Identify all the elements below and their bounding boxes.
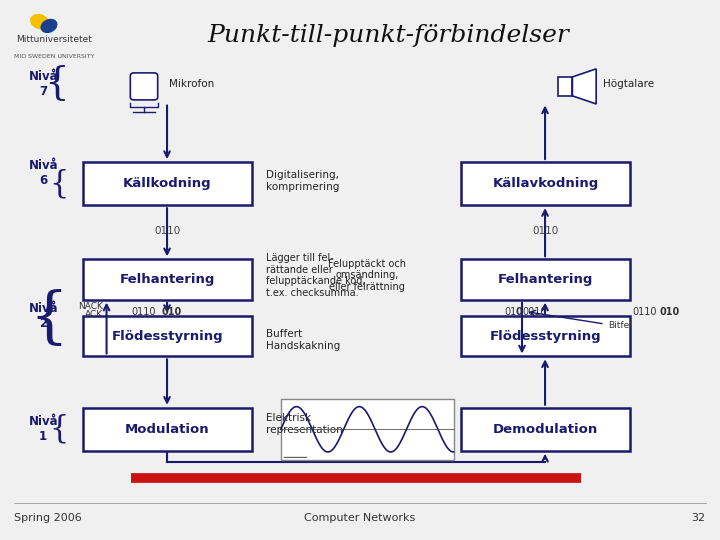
- Text: Felhantering: Felhantering: [120, 273, 215, 286]
- Polygon shape: [572, 69, 596, 104]
- Text: Nivå
7: Nivå 7: [28, 70, 58, 98]
- Text: 0110: 0110: [131, 307, 156, 316]
- Text: Felhantering: Felhantering: [498, 273, 593, 286]
- Text: 0110: 0110: [632, 307, 657, 316]
- Text: 0110: 0110: [532, 226, 558, 235]
- Text: {: {: [30, 288, 68, 349]
- Text: Nivå
2: Nivå 2: [28, 302, 58, 330]
- Ellipse shape: [30, 14, 49, 29]
- Text: NACK: NACK: [78, 302, 103, 311]
- Text: 0010: 0010: [523, 307, 547, 316]
- Text: Demodulation: Demodulation: [492, 423, 598, 436]
- Text: Flödesstyrning: Flödesstyrning: [112, 329, 223, 343]
- Text: Högtalare: Högtalare: [603, 79, 654, 89]
- Text: {: {: [49, 414, 68, 445]
- Bar: [83, 259, 252, 300]
- Bar: [461, 408, 630, 451]
- Text: Mikrofon: Mikrofon: [169, 79, 215, 89]
- Text: 010: 010: [660, 307, 680, 316]
- Bar: [558, 77, 572, 96]
- Text: Källavkodning: Källavkodning: [492, 177, 598, 190]
- Text: Mittuniversitetet: Mittuniversitetet: [16, 35, 92, 44]
- Text: Källkodning: Källkodning: [123, 177, 212, 190]
- Text: Lägger till fel-
rättande eller
felupptäckande kod,
t.ex. checksumma.: Lägger till fel- rättande eller felupptä…: [266, 253, 366, 298]
- Bar: [461, 259, 630, 300]
- Text: Punkt-till-punkt-förbindelser: Punkt-till-punkt-förbindelser: [208, 24, 570, 46]
- Text: {: {: [49, 168, 68, 199]
- Text: 01: 01: [504, 307, 516, 316]
- Text: Buffert
Handskakning: Buffert Handskakning: [266, 329, 341, 351]
- Bar: [83, 162, 252, 205]
- Text: Felupptäckt och
omsändning,
eller felrättning: Felupptäckt och omsändning, eller felrät…: [328, 259, 406, 292]
- Text: Elektrisk
representation: Elektrisk representation: [266, 413, 343, 435]
- Bar: [461, 316, 630, 356]
- Text: Spring 2006: Spring 2006: [14, 514, 82, 523]
- Text: Nivå
6: Nivå 6: [28, 159, 58, 187]
- Bar: [83, 316, 252, 356]
- Text: Digitalisering,
komprimering: Digitalisering, komprimering: [266, 170, 340, 192]
- Text: MID SWEDEN UNIVERSITY: MID SWEDEN UNIVERSITY: [14, 54, 94, 59]
- Bar: [83, 408, 252, 451]
- Text: ACK: ACK: [85, 310, 103, 319]
- Text: {: {: [44, 65, 68, 102]
- Bar: [281, 399, 454, 460]
- Text: Computer Networks: Computer Networks: [305, 514, 415, 523]
- Bar: [461, 162, 630, 205]
- Text: 0: 0: [516, 307, 522, 316]
- Text: 010: 010: [162, 307, 182, 316]
- Text: 0110: 0110: [154, 226, 180, 235]
- Text: Flödesstyrning: Flödesstyrning: [490, 329, 601, 343]
- Text: Bitfel: Bitfel: [608, 321, 632, 329]
- Text: 32: 32: [691, 514, 706, 523]
- FancyBboxPatch shape: [130, 73, 158, 100]
- Text: Modulation: Modulation: [125, 423, 210, 436]
- Text: Nivå
1: Nivå 1: [28, 415, 58, 443]
- Ellipse shape: [40, 19, 58, 33]
